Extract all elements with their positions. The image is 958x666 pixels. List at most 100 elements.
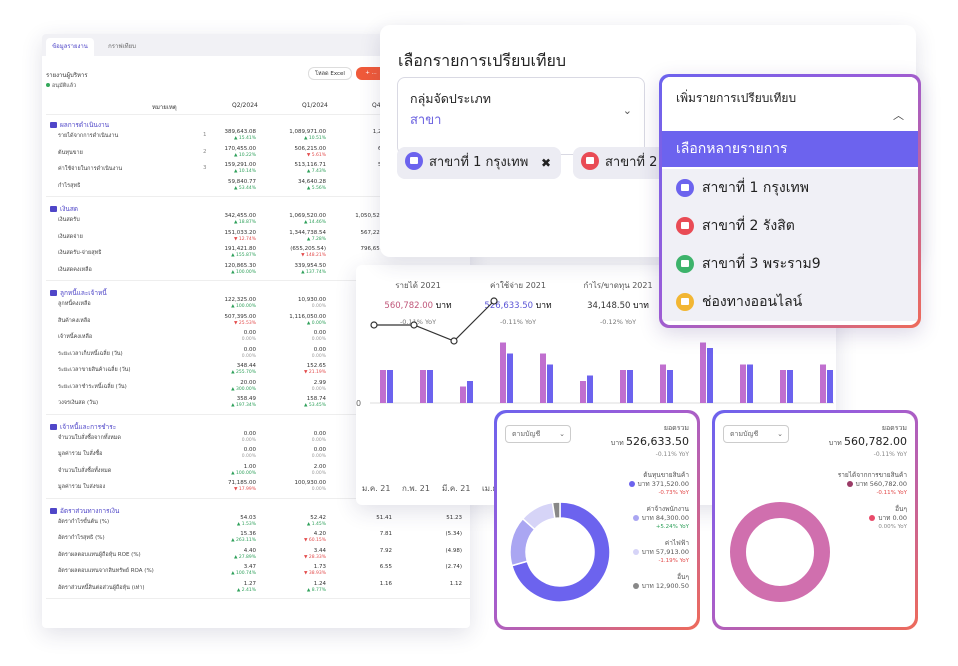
legend-dot [632,583,639,589]
kpi-card: กำไร/ขาดทุน 2021 34,148.50 บาท -0.12% YoY [568,279,668,326]
cell-change: 0.00% [241,353,256,359]
export-excel-button[interactable]: โหลด Excel [308,67,352,80]
kpi-unit: บาท [535,301,552,311]
kpi-yoy: -0.11% YoY [499,318,537,326]
legend-amount: บาท 371,520.00 [637,480,689,488]
group-type-select[interactable]: กลุ่มจัดประเภท สาขา ⌄ [397,77,645,155]
row-label: ค่าใช้จ่ายในการดำเนินงาน [58,166,123,172]
expense-breakdown-card: ตามบัญชี ⌄ ยอดรวม บาท 526,633.50 -0.11% Y… [494,410,700,630]
row-note: 3 [203,165,207,171]
cell-change: ▼ 5.61% [306,152,326,158]
cell-value: 120,865.30 [224,262,257,269]
action-button[interactable]: + ... [356,67,386,80]
total-label: ยอดรวม [663,424,689,432]
cell-value: 1.00 [243,463,256,470]
row-label: เงินสดรับ-จ่ายสุทธิ [58,250,102,256]
revenue-bar [820,364,826,403]
kpi-value: 34,148.50 บาท [568,298,668,312]
cell-change: ▲ 8.77% [306,587,326,593]
chip-branch-2[interactable]: สาขาที่ 2 [573,147,673,179]
legend-name: ต้นทุนขายสินค้า [643,471,689,479]
cell-value: 7.81 [379,531,392,537]
chip-branch-1[interactable]: สาขาที่ 1 กรุงเทพ ✖ [397,147,561,179]
row-label: จำนวนใบสั่งซื้อจากทั้งหมด [58,434,121,441]
header-divider [46,114,470,115]
expense-bar [507,353,513,403]
cell-change: 0.00% [241,337,256,342]
cell-change: ▲ 197.34% [231,403,256,408]
cell-value: 1,089,971.00 [289,129,326,135]
cell-value: 34,640.28 [298,178,326,185]
option-select-multiple[interactable]: เลือกหลายรายการ [662,131,918,167]
cell-value: 0.00 [243,346,256,353]
month-tick: เม.ย. [482,484,500,493]
compare-title: เลือกรายการเปรียบเทียบ [398,51,567,70]
cell-value: 10,930.00 [298,297,326,303]
cell-value: (2.74) [445,564,462,570]
section-title-text: เงินสด [60,205,79,213]
profit-point [370,321,378,329]
profit-point [490,297,498,305]
option-item[interactable]: สาขาที่ 3 พระราม9 [662,245,918,283]
remove-chip-icon[interactable]: ✖ [540,156,551,170]
option-label: สาขาที่ 2 รังสิต [702,218,795,234]
dropdown-label: เพิ่มรายการเปรียบเทียบ [676,91,797,105]
cell-change: ▲ 155.87% [231,253,256,258]
kpi-title: ค่าใช้จ่าย 2021 [490,281,546,290]
revenue-donut-chart [730,502,830,602]
section-title-text: อัตราส่วนทางการเงิน [60,506,120,515]
cell-value: 1.16 [379,580,392,587]
row-label: อัตราผลตอบแทนจากสินทรัพย์ ROA (%) [58,568,154,574]
cell-value: 6.55 [379,564,392,570]
legend-name: อื่นๆ [895,505,907,513]
tab-compare-chart[interactable]: กราฟเทียบ [108,43,136,50]
kpi-title: รายได้ 2021 [395,281,441,290]
account-filter-select[interactable]: ตามบัญชี ⌄ [505,425,571,443]
row-label: ลูกหนี้คงเหลือ [58,301,91,307]
cell-value: 7.92 [379,547,392,554]
expense-bar [827,370,833,403]
section-divider [46,196,470,197]
cell-change: ▼ 38.93% [303,571,326,576]
cell-change: ▲ 10.22% [233,152,256,158]
kpi-card: รายได้ 2021 560,782.00 บาท -0.11% YoY [368,279,468,326]
cell-change: ▲ 5.56% [306,185,326,191]
dropdown-trigger[interactable]: เพิ่มรายการเปรียบเทียบ ︿ [662,77,918,130]
account-filter-select[interactable]: ตามบัญชี ⌄ [723,425,789,443]
cell-value: 100,930.00 [294,480,327,486]
cell-change: 0.00% [311,437,326,443]
cell-value: 1.24 [313,580,326,587]
option-item[interactable]: สาขาที่ 2 รังสิต [662,207,918,245]
cell-value: 348.44 [236,363,256,369]
revenue-bar [620,370,626,403]
cell-change: ▲ 2.41% [236,587,256,593]
cell-value: 0.00 [313,430,326,437]
cell-value: 52.42 [310,514,326,521]
cell-change: 0.00% [311,487,326,492]
option-item[interactable]: สาขาที่ 1 กรุงเทพ [662,169,918,207]
cell-value: 159,291.00 [224,162,257,168]
row-label: ระยะเวลาขายสินค้าเฉลี่ย (วัน) [58,367,131,373]
cell-value: 0.00 [313,447,326,453]
store-icon [405,152,423,170]
col-q2-2024: Q2/2024 [232,102,258,109]
tab-report-data[interactable]: ข้อมูลรายงาน [46,38,94,56]
cell-value: 1.12 [449,580,462,587]
approval-status: อนุมัติแล้ว [46,82,76,90]
legend-yoy: -0.11% YoY [876,490,907,496]
cell-value: 4.20 [313,531,326,537]
cell-value: 567,227.64 [360,229,393,236]
cell-change: 0.00% [311,470,326,476]
row-label: เจ้าหนี้คงเหลือ [58,334,93,340]
kpi-unit: บาท [633,301,649,311]
option-item[interactable]: ช่องทางออนไลน์ [662,283,918,321]
legend-value: บาท 57,913.00 [632,548,689,557]
expense-bar [467,381,473,403]
legend-item: ต้นทุนขายสินค้า บาท 371,520.00 -0.73% YoY [628,471,689,498]
cell-change: ▲ 27.89% [233,554,256,560]
row-label: มูลค่ารวม ใบส่งของ [58,484,106,490]
expense-bar [707,348,713,403]
revenue-bar [580,381,586,403]
row-label: เงินสดคงเหลือ [58,266,92,273]
